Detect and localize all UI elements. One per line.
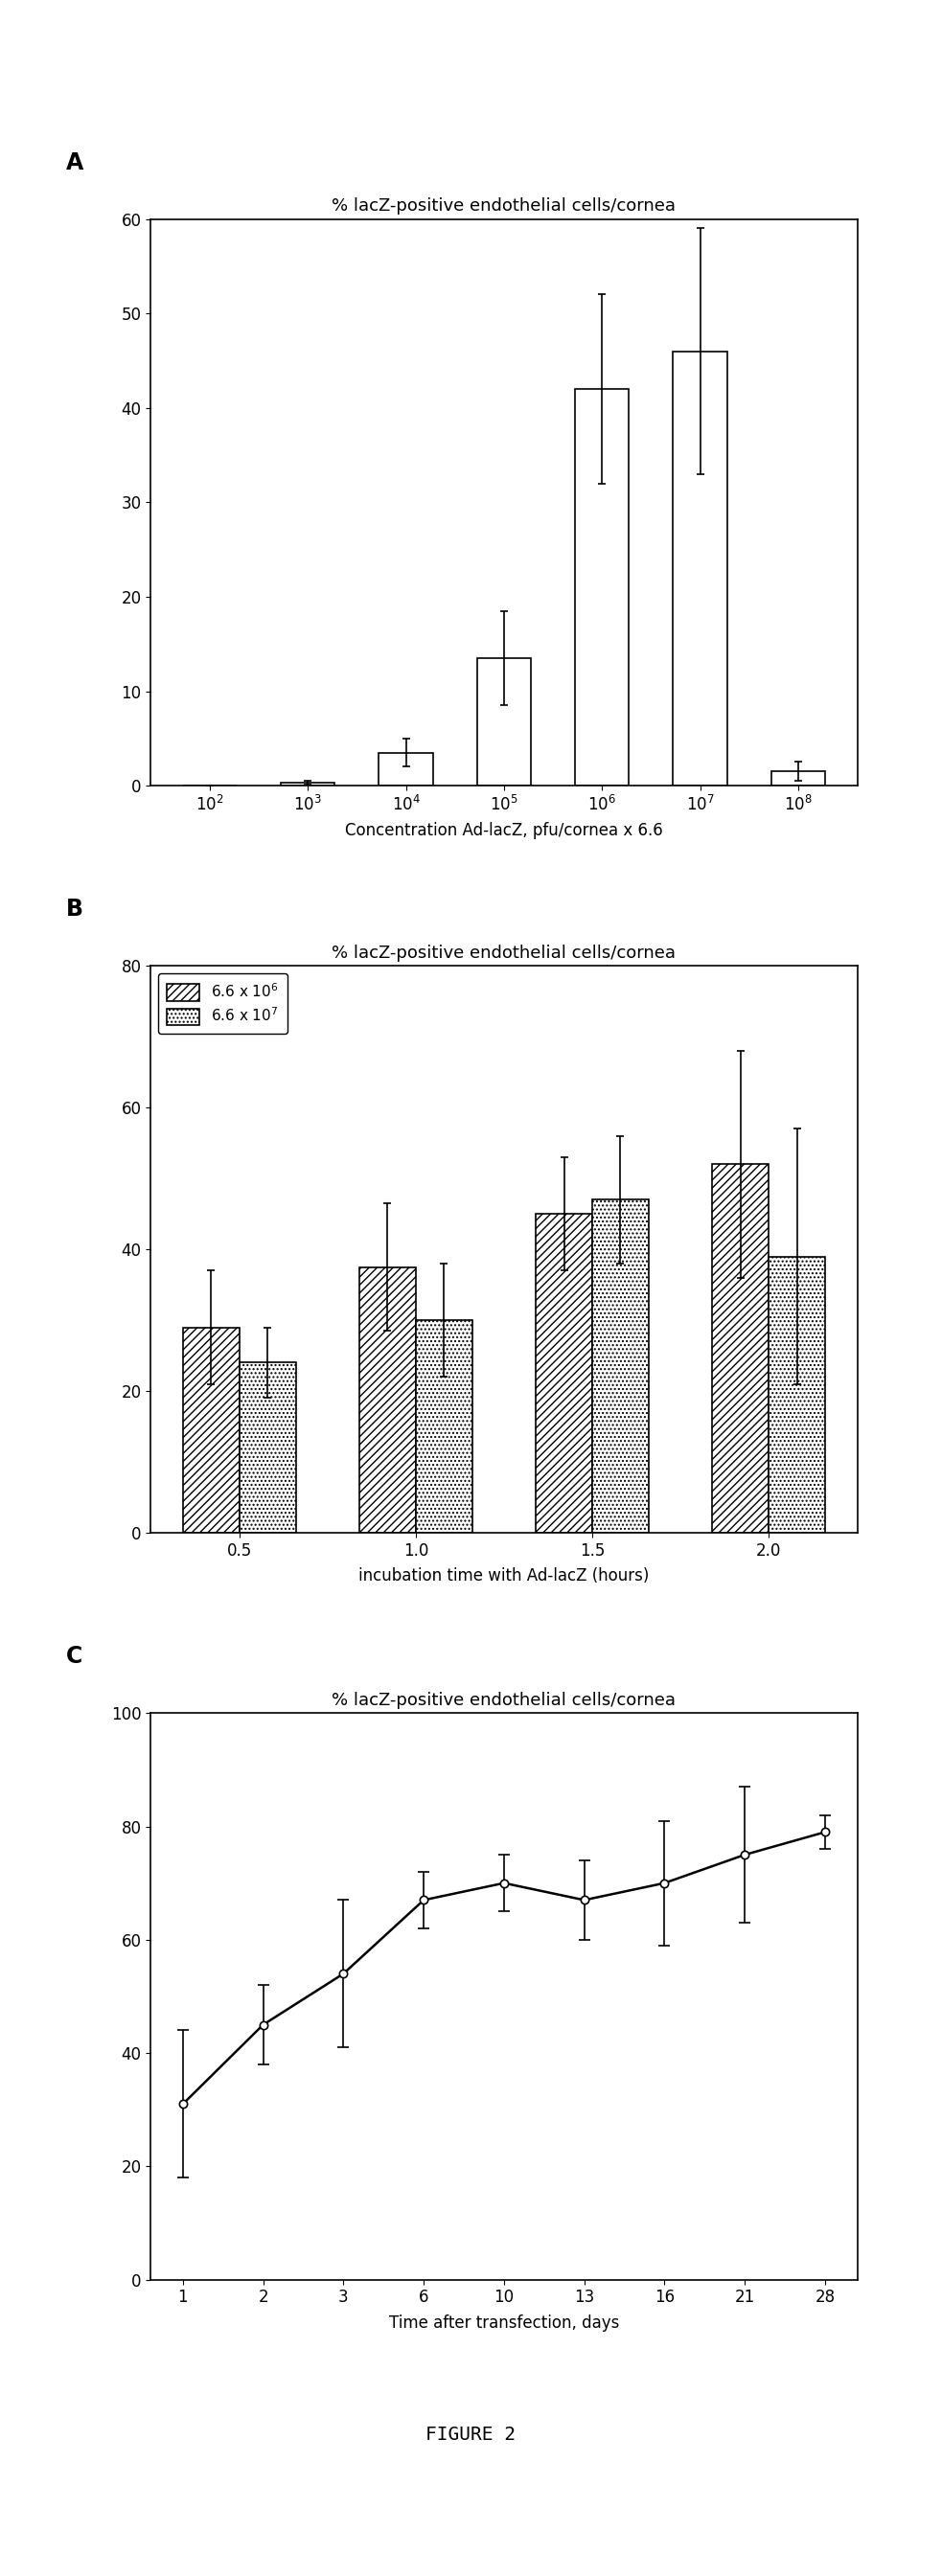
Bar xyxy=(536,1213,593,1533)
Title: % lacZ-positive endothelial cells/cornea: % lacZ-positive endothelial cells/cornea xyxy=(332,945,676,961)
X-axis label: Concentration Ad-lacZ, pfu/cornea x 6.6: Concentration Ad-lacZ, pfu/cornea x 6.6 xyxy=(345,822,663,840)
Text: B: B xyxy=(66,899,83,922)
Bar xyxy=(183,1327,239,1533)
Text: C: C xyxy=(66,1646,83,1669)
Text: A: A xyxy=(66,152,84,175)
Bar xyxy=(415,1319,472,1533)
X-axis label: incubation time with Ad-lacZ (hours): incubation time with Ad-lacZ (hours) xyxy=(359,1566,649,1584)
Bar xyxy=(769,1257,825,1533)
Bar xyxy=(359,1267,415,1533)
Bar xyxy=(674,350,727,786)
Bar xyxy=(281,783,334,786)
X-axis label: Time after transfection, days: Time after transfection, days xyxy=(389,2313,619,2331)
Title: % lacZ-positive endothelial cells/cornea: % lacZ-positive endothelial cells/cornea xyxy=(332,1692,676,1708)
Bar xyxy=(771,773,825,786)
Legend: 6.6 x 10$^6$, 6.6 x 10$^7$: 6.6 x 10$^6$, 6.6 x 10$^7$ xyxy=(158,974,287,1033)
Text: FIGURE 2: FIGURE 2 xyxy=(426,2424,516,2445)
Bar xyxy=(593,1200,649,1533)
Bar xyxy=(477,659,531,786)
Bar xyxy=(239,1363,296,1533)
Bar xyxy=(379,752,433,786)
Title: % lacZ-positive endothelial cells/cornea: % lacZ-positive endothelial cells/cornea xyxy=(332,198,676,214)
Bar xyxy=(575,389,629,786)
Bar xyxy=(712,1164,769,1533)
